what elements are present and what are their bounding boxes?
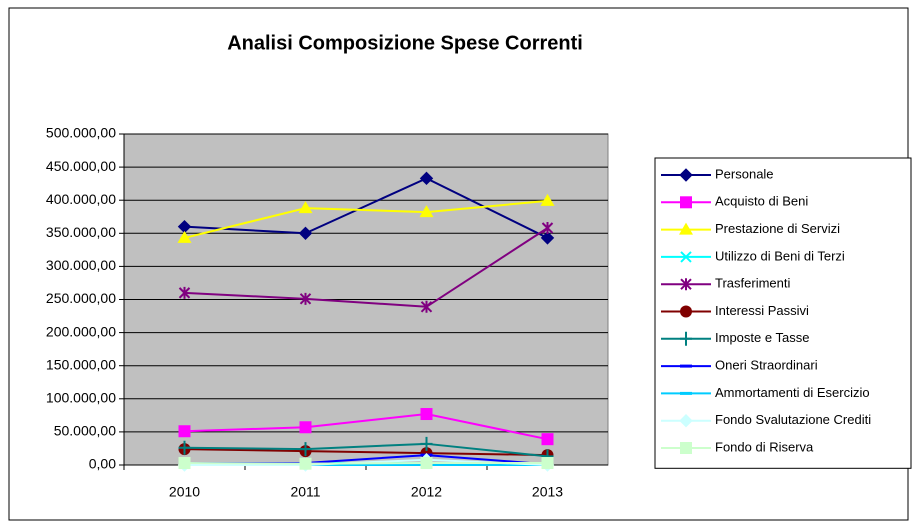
legend-label: Interessi Passivi <box>715 303 809 318</box>
y-tick-label: 0,00 <box>89 456 116 472</box>
legend-label: Acquisto di Beni <box>715 194 808 209</box>
marker <box>298 226 313 241</box>
legend-label: Utilizzo di Beni di Terzi <box>715 248 845 263</box>
legend-label: Oneri Straordinari <box>715 358 818 373</box>
marker <box>298 201 313 214</box>
marker <box>679 413 693 428</box>
x-tick-label: 2011 <box>290 484 320 500</box>
x-tick-label: 2013 <box>532 484 563 500</box>
marker <box>299 457 312 470</box>
marker <box>299 421 312 434</box>
x-tick-label: 2012 <box>411 484 442 500</box>
legend-box <box>654 157 912 469</box>
marker <box>420 436 433 451</box>
series-line <box>184 448 548 457</box>
marker <box>680 196 692 209</box>
legend-label: Fondo Svalutazione Crediti <box>715 412 871 427</box>
legend-label: Fondo di Riserva <box>715 439 814 454</box>
marker <box>680 331 692 346</box>
series-line <box>184 227 549 308</box>
x-tick-label: 2010 <box>169 484 200 500</box>
marker <box>680 391 692 395</box>
marker <box>679 222 693 235</box>
marker <box>680 251 692 263</box>
marker <box>680 305 692 318</box>
y-tick-label: 400.000,00 <box>46 191 116 207</box>
marker <box>679 168 693 182</box>
series-line <box>184 199 548 239</box>
legend-label: Ammortamenti di Esercizio <box>715 385 870 400</box>
marker <box>299 292 312 305</box>
y-tick-label: 300.000,00 <box>46 257 116 273</box>
marker <box>177 230 192 243</box>
y-tick-label: 350.000,00 <box>46 224 116 240</box>
y-tick-label: 450.000,00 <box>46 158 116 174</box>
marker <box>178 440 191 455</box>
marker <box>178 286 191 299</box>
marker <box>680 364 692 368</box>
marker <box>541 457 554 470</box>
series-line <box>184 442 548 458</box>
legend-label: Trasferimenti <box>715 276 790 291</box>
marker <box>540 231 555 245</box>
y-tick-label: 50.000,00 <box>54 423 116 439</box>
y-tick-label: 250.000,00 <box>46 290 116 306</box>
marker <box>680 442 692 454</box>
marker <box>680 278 692 291</box>
y-tick-label: 150.000,00 <box>46 356 116 372</box>
y-tick-label: 200.000,00 <box>46 323 116 339</box>
legend-label: Imposte e Tasse <box>715 330 809 345</box>
series-line <box>184 462 548 465</box>
legend-label: Prestazione di Servizi <box>715 221 840 236</box>
marker <box>420 300 433 313</box>
marker <box>299 442 312 457</box>
marker <box>420 457 433 470</box>
marker <box>541 433 554 446</box>
y-tick-label: 500.000,00 <box>46 125 116 141</box>
marker <box>419 171 434 186</box>
marker <box>420 408 433 421</box>
series-line <box>184 177 548 239</box>
chart-title: Analisi Composizione Spese Correnti <box>227 32 583 54</box>
marker <box>419 205 434 218</box>
series-line <box>184 413 548 441</box>
marker <box>540 193 555 206</box>
legend-label: Personale <box>715 166 774 181</box>
marker <box>541 222 554 235</box>
marker <box>178 457 191 470</box>
y-tick-label: 100.000,00 <box>46 390 116 406</box>
marker <box>178 425 191 438</box>
